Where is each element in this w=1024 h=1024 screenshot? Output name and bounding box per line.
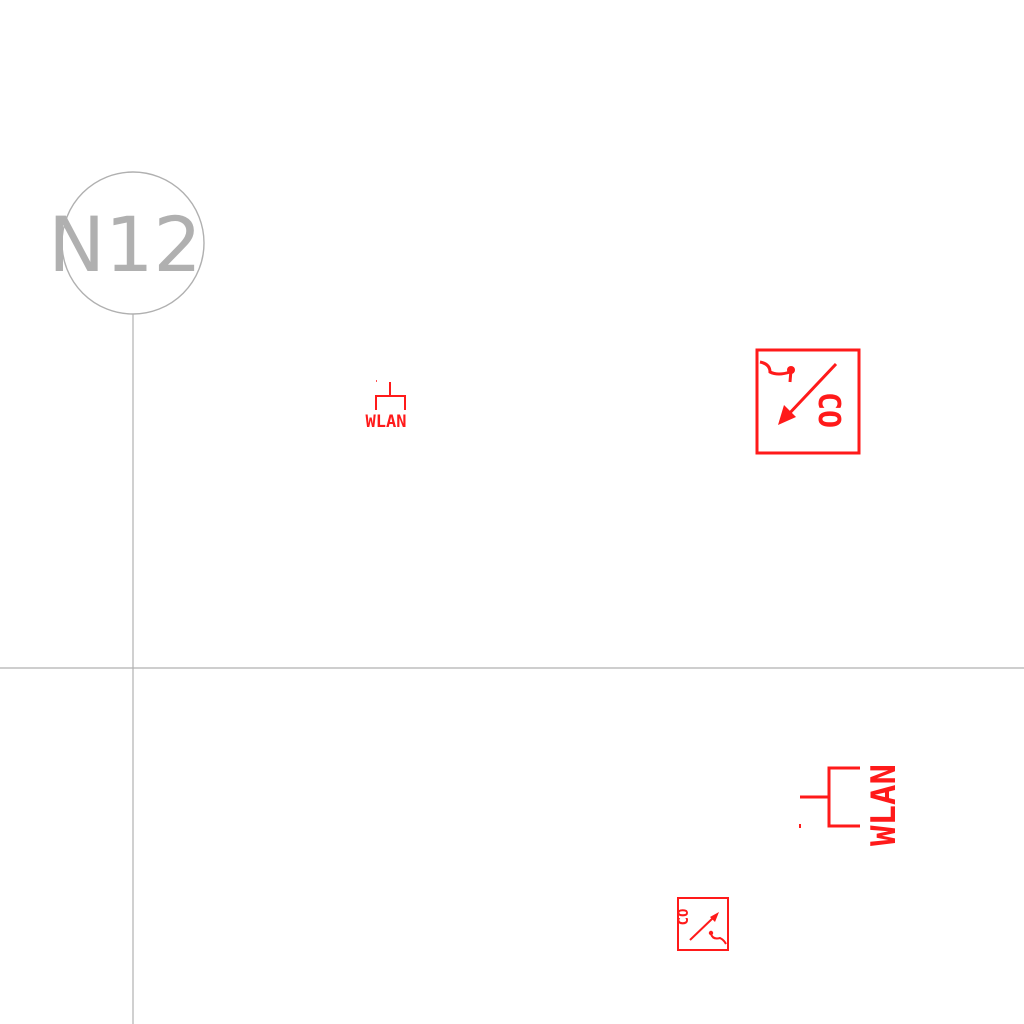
- wlan-outlet-small-label: WLAN: [366, 412, 407, 432]
- co-detector-icon: [755, 348, 861, 455]
- grid-axis-label: N12: [48, 200, 202, 289]
- co-detector-small[interactable]: CO: [676, 897, 729, 951]
- wlan-outlet-large-label: WLAN: [864, 764, 904, 846]
- grid-axis-bubble: N12: [48, 171, 205, 315]
- wlan-outlet-icon: [799, 766, 860, 828]
- wlan-outlet-small[interactable]: WLAN: [366, 380, 407, 432]
- co-detector-large-label: CO: [811, 392, 846, 428]
- co-detector-large[interactable]: CO: [755, 348, 861, 455]
- co-detector-small-label: CO: [676, 909, 692, 926]
- grid-axis-circle: [61, 171, 205, 315]
- co-detector-icon: [677, 897, 729, 951]
- wlan-outlet-large[interactable]: WLAN: [799, 764, 904, 846]
- wlan-outlet-icon: [375, 380, 406, 410]
